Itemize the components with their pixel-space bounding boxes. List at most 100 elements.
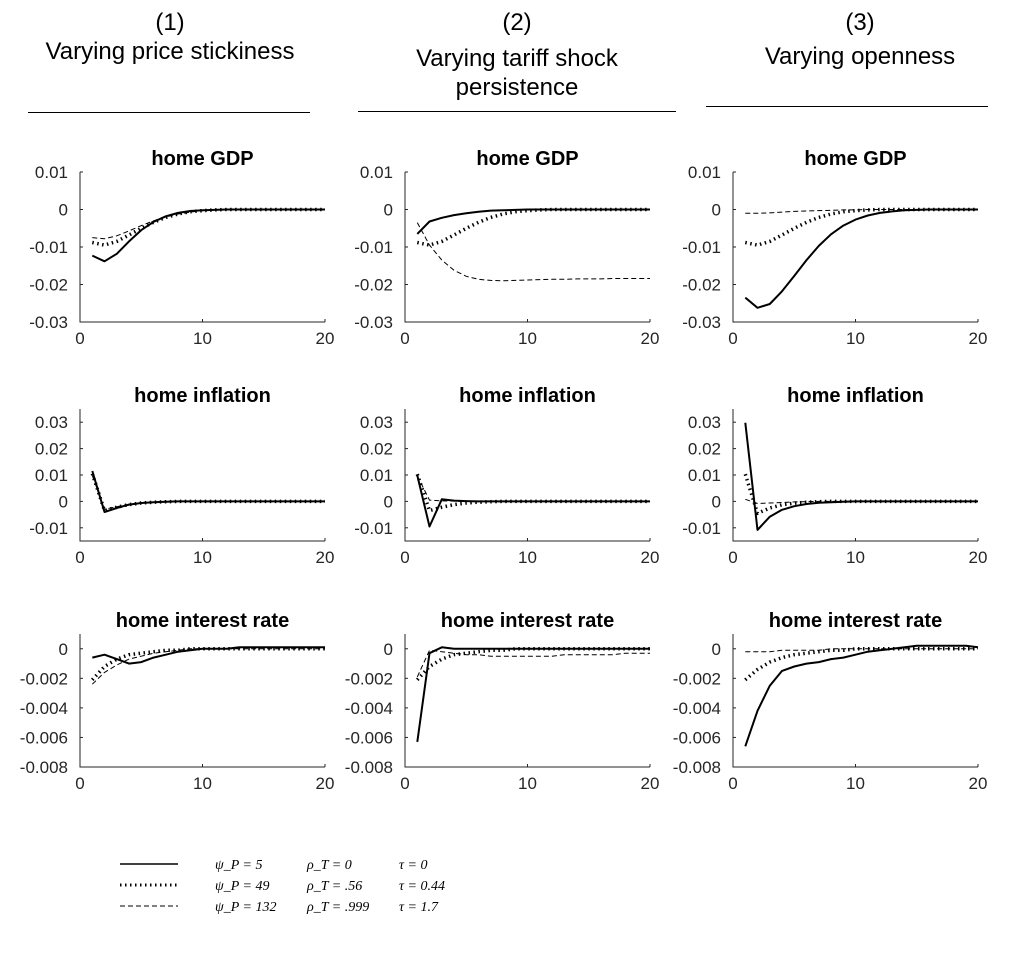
legend-line-samples — [120, 863, 178, 907]
column-3-header: (3) Varying openness — [700, 8, 1018, 71]
y-tick-label: 0 — [59, 640, 68, 659]
y-tick-label: 0 — [59, 492, 68, 511]
series-line-dotted — [416, 647, 650, 681]
x-tick-label: 10 — [518, 774, 537, 793]
x-tick-label: 10 — [846, 548, 865, 567]
y-tick-label: 0 — [712, 201, 721, 220]
column-3-number: (3) — [845, 9, 875, 36]
y-tick-label: -0.01 — [29, 519, 68, 538]
x-tick-label: 0 — [400, 774, 409, 793]
y-tick-label: 0.01 — [360, 466, 393, 485]
legend-tau-1: τ = 0 — [399, 858, 428, 873]
x-tick-label: 10 — [193, 774, 212, 793]
y-tick-label: 0 — [712, 640, 721, 659]
panel-row2-col1: home inflation 0.03 0.02 0.01 0 -0.01 0 10 20 — [29, 385, 334, 567]
y-tick-label: -0.006 — [673, 728, 721, 747]
x-tick-label: 20 — [316, 548, 335, 567]
y-tick-label: -0.002 — [20, 669, 68, 688]
y-tick-label: 0 — [384, 640, 393, 659]
x-tick-label: 20 — [969, 548, 988, 567]
y-tick-label: -0.006 — [20, 728, 68, 747]
y-tick-label: 0.01 — [360, 163, 393, 182]
column-3-rule — [706, 106, 988, 107]
panel-row1-col3: home GDP 0.01 0 -0.01 -0.02 -0.03 0 10 20 — [682, 148, 987, 348]
column-1-number: (1) — [155, 9, 185, 36]
y-tick-label: -0.002 — [673, 669, 721, 688]
y-tick-label: 0 — [384, 201, 393, 220]
x-tick-label: 0 — [400, 548, 409, 567]
panel-row2-col3: home inflation 0.03 0.02 0.01 0 -0.01 0 10 20 — [682, 385, 987, 567]
panel-row3-col3: home interest rate 0 -0.002 -0.004 -0.006 -0.… — [673, 610, 988, 793]
legend-tau-2: τ = 0.44 — [399, 879, 445, 894]
series-line-dotted — [91, 207, 325, 247]
series-line-solid — [416, 646, 650, 743]
y-tick-label: -0.002 — [345, 669, 393, 688]
series-line-dashed — [416, 475, 650, 502]
x-tick-label: 10 — [193, 548, 212, 567]
axes-frame — [79, 634, 325, 768]
y-tick-label: 0.03 — [35, 413, 68, 432]
x-tick-label: 20 — [641, 548, 660, 567]
column-1-rule — [28, 112, 310, 113]
y-tick-label: -0.01 — [682, 238, 721, 257]
series-line-dotted — [416, 207, 650, 247]
x-tick-label: 20 — [316, 329, 335, 348]
panel-title: home inflation — [787, 385, 924, 407]
panel-row1-col1: home GDP 0.01 0 -0.01 -0.02 -0.03 0 10 20 — [29, 148, 334, 348]
x-tick-label: 10 — [846, 329, 865, 348]
y-tick-label: 0.01 — [35, 466, 68, 485]
y-tick-label: 0.03 — [360, 413, 393, 432]
column-3-title: Varying openness — [764, 43, 956, 70]
series-line-solid — [91, 470, 325, 513]
x-tick-label: 0 — [75, 774, 84, 793]
x-tick-label: 20 — [641, 774, 660, 793]
legend-psi-1: ψ_P = 5 — [215, 858, 263, 873]
panel-title: home interest rate — [441, 610, 614, 632]
y-tick-label: 0.02 — [688, 440, 721, 459]
x-tick-label: 0 — [75, 548, 84, 567]
axes-frame — [79, 172, 325, 323]
y-tick-label: -0.03 — [29, 313, 68, 332]
legend-psi-3: ψ_P = 132 — [215, 900, 277, 915]
series-line-solid — [91, 208, 325, 263]
y-tick-label: -0.02 — [354, 276, 393, 295]
y-tick-label: -0.03 — [354, 313, 393, 332]
axes-frame — [79, 409, 325, 542]
series-line-dashed — [91, 648, 325, 685]
x-tick-label: 10 — [518, 329, 537, 348]
panel-row2-col2: home inflation 0.03 0.02 0.01 0 -0.01 0 10 20 — [354, 385, 659, 567]
y-tick-label: -0.01 — [29, 238, 68, 257]
y-tick-label: -0.03 — [682, 313, 721, 332]
series-line-solid — [744, 422, 978, 531]
y-tick-label: 0 — [384, 492, 393, 511]
y-tick-label: 0.01 — [688, 163, 721, 182]
x-tick-label: 20 — [969, 774, 988, 793]
series-line-dashed — [416, 649, 650, 678]
column-2-title-line-2: persistence — [455, 74, 579, 101]
legend-tau-3: τ = 1.7 — [399, 900, 438, 915]
y-tick-label: 0.02 — [35, 440, 68, 459]
y-tick-label: 0 — [59, 201, 68, 220]
y-tick-label: 0.01 — [35, 163, 68, 182]
panel-title: home GDP — [151, 148, 253, 170]
y-tick-label: -0.01 — [354, 238, 393, 257]
panel-title: home interest rate — [116, 610, 289, 632]
axes-frame — [404, 409, 650, 542]
series-line-dotted — [415, 473, 650, 513]
y-tick-label: -0.004 — [673, 699, 721, 718]
y-tick-label: -0.006 — [345, 728, 393, 747]
y-tick-label: -0.008 — [673, 758, 721, 777]
column-1-title: Varying price stickiness — [45, 38, 295, 65]
axes-frame — [732, 172, 978, 323]
legend-rho-2: ρ_T = .56 — [307, 879, 363, 894]
series-line-dashed — [745, 648, 978, 653]
y-tick-label: -0.004 — [345, 699, 393, 718]
y-tick-label: -0.004 — [20, 699, 68, 718]
column-2-rule — [358, 111, 676, 112]
y-tick-label: 0.03 — [688, 413, 721, 432]
y-tick-label: 0.02 — [360, 440, 393, 459]
legend-psi-2: ψ_P = 49 — [215, 879, 270, 894]
series-line-dotted — [744, 207, 978, 247]
panel-title: home GDP — [476, 148, 578, 170]
y-tick-label: -0.008 — [20, 758, 68, 777]
